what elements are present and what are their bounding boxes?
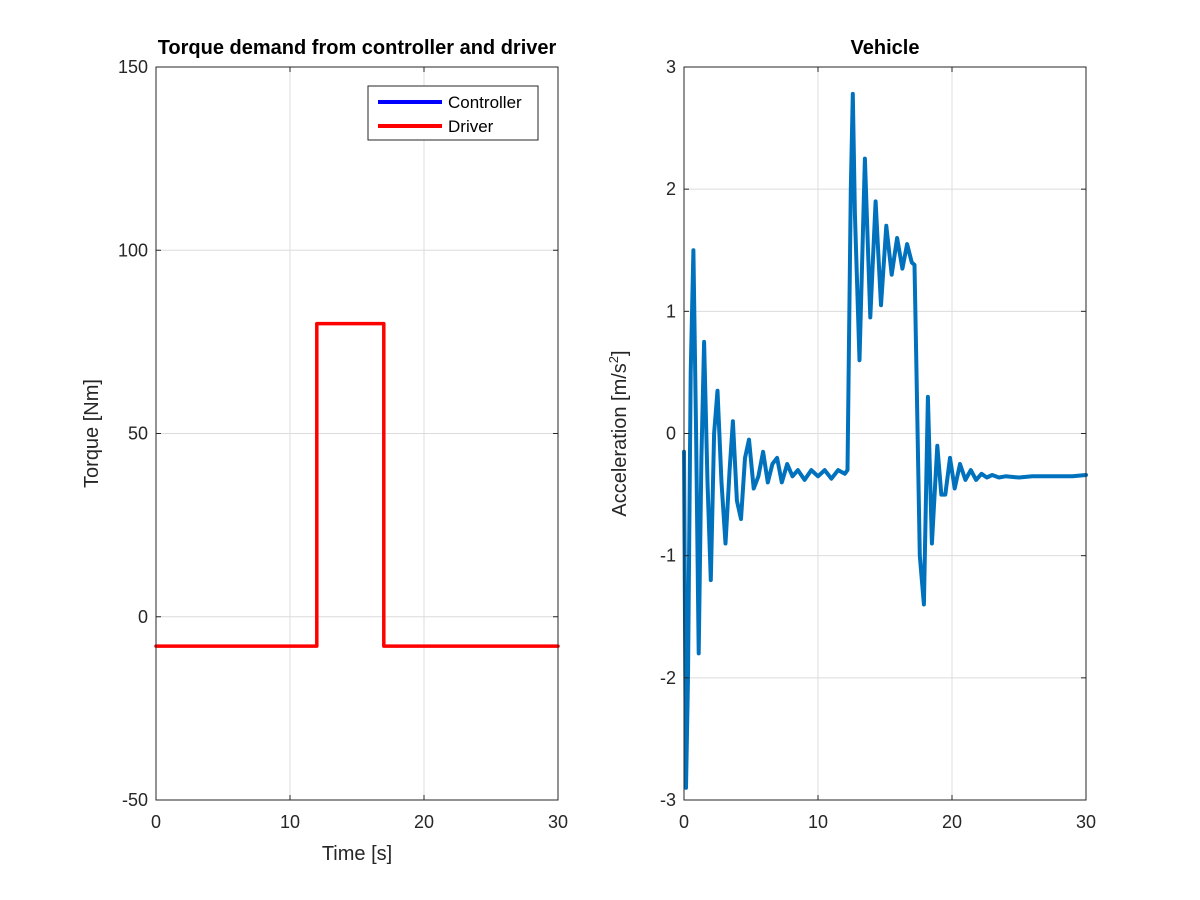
torque-legend: Controller Driver bbox=[367, 85, 539, 141]
y-tick-label: 3 bbox=[666, 57, 676, 77]
y-tick-label: -2 bbox=[660, 668, 676, 688]
x-tick-label: 10 bbox=[280, 812, 300, 832]
y-tick-label: 100 bbox=[118, 240, 148, 260]
torque-chart-title: Torque demand from controller and driver bbox=[158, 37, 557, 59]
x-tick-label: 0 bbox=[151, 812, 161, 832]
legend-box bbox=[367, 85, 539, 141]
vehicle-chart: 0 10 20 30 -3 -2 -1 0 1 2 3 Vehicle Acceleration [… bbox=[606, 37, 1096, 832]
y-tick-label: 150 bbox=[118, 57, 148, 77]
legend-label-controller: Controller bbox=[448, 93, 522, 112]
y-tick-label: -3 bbox=[660, 790, 676, 810]
y-tick-label: 0 bbox=[138, 607, 148, 627]
x-tick-label: 20 bbox=[414, 812, 434, 832]
acceleration-series-line bbox=[682, 91, 1088, 790]
x-tick-label: 20 bbox=[942, 812, 962, 832]
vehicle-y-axis-label: Acceleration [m/s2] bbox=[606, 350, 631, 516]
x-tick-label: 0 bbox=[679, 812, 689, 832]
x-tick-label: 30 bbox=[548, 812, 568, 832]
y-tick-label: 2 bbox=[666, 179, 676, 199]
torque-x-axis-label: Time [s] bbox=[322, 843, 392, 865]
vehicle-y-axis-label-main: Acceleration [m/s bbox=[609, 363, 631, 516]
vehicle-y-axis-label-suffix: ] bbox=[609, 350, 631, 356]
y-tick-label: 50 bbox=[128, 424, 148, 444]
y-tick-label: 0 bbox=[666, 424, 676, 444]
y-tick-label: -50 bbox=[122, 790, 148, 810]
vehicle-y-axis-label-superscript: 2 bbox=[606, 356, 621, 363]
torque-y-axis-label: Torque [Nm] bbox=[81, 379, 103, 488]
x-tick-label: 30 bbox=[1076, 812, 1096, 832]
y-tick-label: -1 bbox=[660, 546, 676, 566]
driver-series-line bbox=[154, 321, 560, 648]
y-tick-label: 1 bbox=[666, 301, 676, 321]
x-tick-label: 10 bbox=[808, 812, 828, 832]
vehicle-chart-title: Vehicle bbox=[851, 37, 920, 59]
legend-label-driver: Driver bbox=[448, 117, 494, 136]
